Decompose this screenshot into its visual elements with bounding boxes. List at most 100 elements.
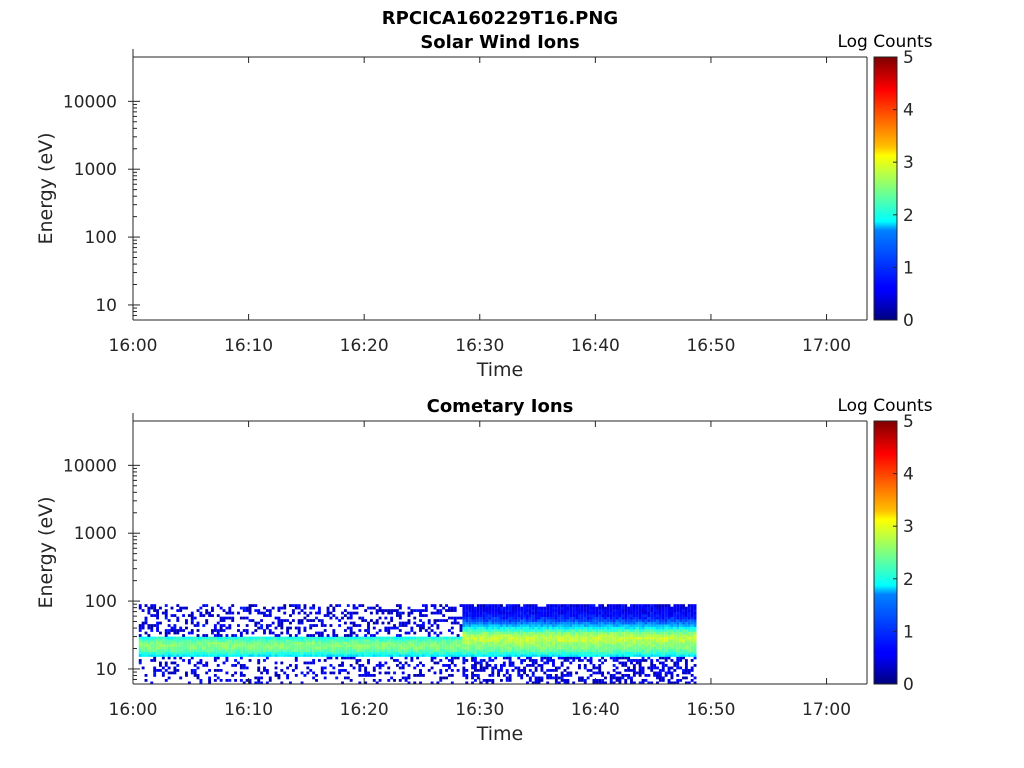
heatmap-cell	[523, 644, 527, 647]
heatmap-cell	[485, 644, 489, 647]
heatmap-cell	[479, 609, 483, 612]
heatmap-cell	[335, 636, 339, 640]
heatmap-cell	[664, 604, 668, 607]
heatmap-cell	[653, 664, 657, 667]
heatmap-cell	[595, 621, 599, 625]
heatmap-cell	[289, 626, 292, 630]
heatmap-cell	[306, 641, 310, 645]
heatmap-cell	[511, 609, 515, 612]
heatmap-cell	[592, 631, 596, 635]
heatmap-cell	[341, 649, 344, 652]
heatmap-cell	[569, 611, 573, 615]
heatmap-cell	[638, 619, 642, 622]
heatmap-cell	[352, 666, 356, 670]
heatmap-cell	[684, 636, 688, 640]
heatmap-cell	[615, 634, 619, 637]
heatmap-cell	[205, 636, 209, 640]
heatmap-cell	[517, 651, 521, 655]
heatmap-cell	[560, 664, 564, 667]
heatmap-cell	[494, 611, 498, 615]
heatmap-cell	[338, 641, 342, 645]
heatmap-cell	[335, 644, 339, 647]
heatmap-cell	[462, 641, 466, 645]
heatmap-cell	[554, 654, 558, 657]
heatmap-cell	[164, 639, 168, 642]
heatmap-cell	[667, 666, 671, 670]
heatmap-cell	[592, 611, 596, 615]
heatmap-cell	[647, 649, 651, 652]
heatmap-cell	[537, 641, 541, 645]
heatmap-cell	[644, 659, 648, 662]
heatmap-cell	[526, 629, 529, 632]
heatmap-cell	[531, 634, 535, 637]
heatmap-cell	[263, 641, 266, 645]
heatmap-cell	[239, 636, 243, 640]
heatmap-cell	[578, 636, 581, 640]
heatmap-cell	[508, 604, 512, 607]
heatmap-cell	[627, 659, 631, 662]
heatmap-cell	[609, 614, 613, 617]
heatmap-cell	[323, 651, 327, 655]
heatmap-cell	[211, 609, 214, 612]
heatmap-cell	[650, 604, 654, 607]
heatmap-cell	[375, 621, 379, 625]
heatmap-cell	[554, 679, 558, 682]
heatmap-cell	[453, 619, 457, 622]
heatmap-cell	[196, 666, 200, 670]
heatmap-cell	[578, 611, 581, 615]
heatmap-cell	[364, 669, 368, 672]
heatmap-cell	[679, 619, 683, 622]
heatmap-cell	[390, 626, 394, 630]
heatmap-cell	[589, 619, 593, 622]
heatmap-cell	[589, 651, 593, 655]
heatmap-cell	[615, 654, 619, 657]
heatmap-cell	[601, 611, 605, 615]
heatmap-cell	[439, 646, 443, 650]
heatmap-cell	[531, 664, 535, 667]
heatmap-cell	[537, 616, 541, 620]
heatmap-cell	[173, 631, 177, 635]
heatmap-cell	[471, 621, 474, 625]
heatmap-cell	[471, 646, 474, 650]
heatmap-cell	[352, 641, 356, 645]
heatmap-cell	[231, 651, 235, 655]
heatmap-cell	[211, 639, 214, 642]
heatmap-cell	[156, 649, 160, 652]
heatmap-cell	[546, 619, 550, 622]
heatmap-cell	[156, 614, 160, 617]
heatmap-cell	[343, 639, 347, 642]
heatmap-cell	[372, 651, 376, 655]
heatmap-cell	[271, 636, 275, 640]
heatmap-cell	[554, 621, 558, 625]
heatmap-cell	[609, 679, 613, 682]
heatmap-cell	[312, 641, 316, 645]
heatmap-cell	[569, 636, 573, 640]
heatmap-cell	[378, 651, 382, 655]
heatmap-cell	[563, 609, 567, 612]
heatmap-cell	[315, 639, 318, 642]
heatmap-cell	[627, 621, 631, 625]
heatmap-cell	[372, 674, 376, 677]
heatmap-cell	[164, 669, 168, 672]
heatmap-cell	[528, 654, 532, 657]
y-tick-label: 10	[95, 296, 117, 316]
heatmap-cell	[427, 669, 431, 672]
heatmap-cell	[378, 679, 382, 682]
heatmap-cell	[384, 651, 388, 655]
heatmap-cell	[465, 631, 469, 635]
heatmap-cell	[271, 654, 275, 657]
heatmap-cell	[632, 649, 636, 652]
heatmap-cell	[364, 674, 368, 677]
heatmap-cell	[676, 641, 680, 645]
heatmap-cell	[182, 614, 186, 617]
heatmap-cell	[476, 646, 480, 650]
heatmap-cell	[500, 629, 503, 632]
heatmap-cell	[647, 606, 651, 610]
heatmap-cell	[526, 619, 529, 622]
heatmap-cell	[491, 631, 495, 635]
heatmap-cell	[583, 664, 587, 667]
heatmap-cell	[572, 629, 576, 632]
heatmap-cell	[612, 624, 616, 627]
heatmap-cell	[528, 629, 532, 632]
heatmap-cell	[612, 614, 616, 617]
